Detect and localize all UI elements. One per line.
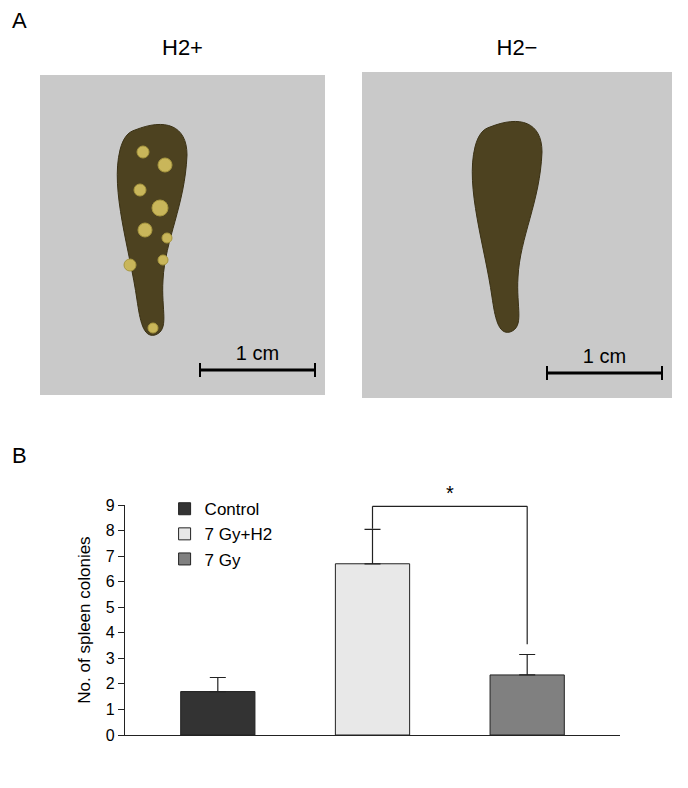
svg-text:8: 8 <box>106 522 115 539</box>
svg-text:1: 1 <box>106 701 115 718</box>
svg-text:No. of spleen colonies: No. of spleen colonies <box>75 536 94 703</box>
svg-text:9: 9 <box>106 497 115 514</box>
svg-text:Control: Control <box>205 500 260 519</box>
svg-text:7: 7 <box>106 548 115 565</box>
svg-text:5: 5 <box>106 599 115 616</box>
svg-text:0: 0 <box>106 727 115 744</box>
svg-text:*: * <box>446 482 454 504</box>
svg-text:7 Gy: 7 Gy <box>205 551 241 570</box>
svg-text:6: 6 <box>106 573 115 590</box>
svg-text:4: 4 <box>106 624 115 641</box>
svg-text:1 cm: 1 cm <box>236 342 279 364</box>
svg-text:2: 2 <box>106 675 115 692</box>
html-text:B: B <box>12 443 27 468</box>
svg-text:1 cm: 1 cm <box>583 345 626 367</box>
svg-text:3: 3 <box>106 650 115 667</box>
svg-text:7 Gy+H2: 7 Gy+H2 <box>205 525 273 544</box>
svg-text:H2+: H2+ <box>162 35 203 60</box>
svg-text:H2−: H2− <box>497 35 538 60</box>
html-text:A: A <box>12 8 27 33</box>
